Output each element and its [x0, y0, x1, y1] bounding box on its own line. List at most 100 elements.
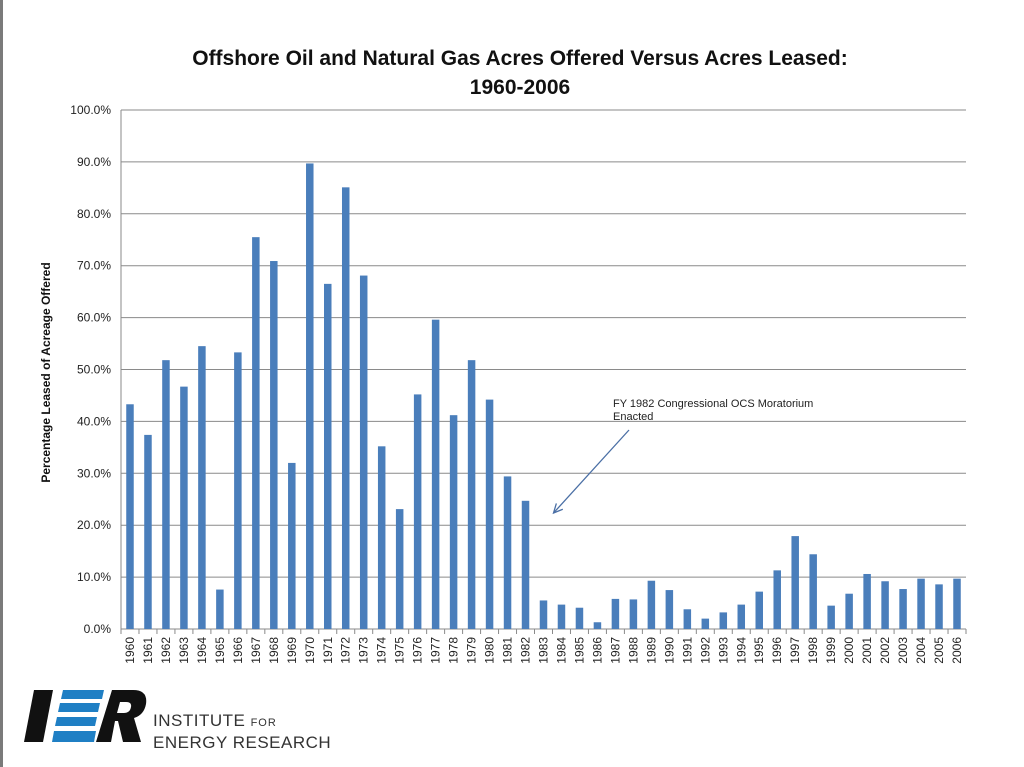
x-tick-label: 1997	[788, 637, 802, 664]
ier-logo-mark	[24, 690, 147, 742]
x-tick-label: 2002	[878, 637, 892, 664]
x-tick-label: 1991	[680, 637, 694, 664]
x-tick-label: 1977	[429, 637, 443, 664]
bar	[359, 275, 368, 629]
bar	[503, 476, 512, 629]
x-tick-label: 1962	[159, 637, 173, 664]
chart-title-line-2: 1960-2006	[469, 76, 571, 99]
x-tick-label: 1984	[554, 637, 568, 664]
y-tick-label: 0.0%	[84, 622, 112, 636]
annotation-arrowhead	[552, 503, 564, 515]
annotation-text: Enacted	[613, 411, 653, 423]
bar	[413, 394, 422, 629]
bar	[180, 386, 188, 629]
y-tick-label: 80.0%	[77, 207, 111, 221]
bar	[647, 580, 656, 629]
bar	[234, 352, 242, 629]
bar	[449, 415, 458, 629]
y-tick-label: 30.0%	[77, 466, 111, 480]
x-tick-label: 1978	[447, 637, 461, 664]
bar	[935, 584, 943, 629]
bar	[575, 607, 584, 629]
x-tick-label: 2001	[860, 637, 874, 664]
y-tick-label: 20.0%	[77, 518, 111, 532]
chart-title-line-1: Offshore Oil and Natural Gas Acres Offer…	[192, 47, 848, 70]
x-tick-label: 1999	[824, 637, 838, 664]
bar	[485, 399, 494, 629]
bar	[701, 618, 710, 629]
logo-line1-main: INSTITUTE	[153, 711, 246, 730]
x-tick-label: 1971	[321, 637, 335, 664]
bar	[665, 590, 674, 629]
x-tick-label: 1975	[393, 637, 407, 664]
bar	[521, 500, 530, 629]
bar	[467, 360, 476, 629]
bar	[306, 163, 314, 629]
y-tick-label: 90.0%	[77, 155, 111, 169]
y-axis-label: Percentage Leased of Acreage Offered	[39, 262, 53, 482]
bar	[288, 462, 296, 629]
ier-logo-text: INSTITUTE FOR ENERGY RESEARCH	[153, 711, 331, 752]
bar	[395, 509, 404, 629]
x-tick-label: 1998	[806, 637, 820, 664]
bar	[719, 612, 728, 629]
y-tick-label: 70.0%	[77, 259, 111, 273]
bar	[324, 283, 332, 629]
x-tick-label: 1993	[716, 637, 730, 664]
bar	[863, 573, 871, 629]
ier-logo	[24, 690, 147, 742]
bar	[953, 578, 961, 629]
bar	[827, 605, 835, 629]
bar	[683, 609, 692, 629]
bar	[917, 578, 925, 629]
x-tick-label: 1983	[537, 637, 551, 664]
logo-line2: ENERGY RESEARCH	[153, 733, 332, 752]
y-tick-label: 100.0%	[70, 103, 111, 117]
x-tick-label: 1968	[267, 637, 281, 664]
x-tick-label: 2006	[950, 637, 964, 664]
x-tick-label: 1980	[483, 637, 497, 664]
x-tick-label: 1979	[465, 637, 479, 664]
bar	[252, 237, 260, 629]
bar	[629, 599, 638, 629]
bar	[162, 360, 170, 629]
x-tick-label: 1960	[123, 637, 137, 664]
bar	[144, 434, 152, 629]
x-tick-label: 1988	[626, 637, 640, 664]
x-tick-label: 1970	[303, 637, 317, 664]
x-tick-label: 2004	[914, 637, 928, 664]
chart-title: Offshore Oil and Natural Gas Acres Offer…	[120, 44, 920, 102]
bar	[341, 187, 350, 629]
bar	[737, 604, 746, 629]
x-tick-label: 1973	[357, 637, 371, 664]
bar	[899, 589, 907, 629]
bar	[431, 319, 440, 629]
bar	[539, 600, 548, 629]
bar	[791, 536, 799, 629]
bar	[611, 598, 620, 629]
y-tick-label: 10.0%	[77, 570, 111, 584]
logo-line1-small: FOR	[250, 717, 277, 729]
x-tick-label: 1976	[411, 637, 425, 664]
x-tick-label: 1963	[177, 637, 191, 664]
bar	[270, 261, 278, 629]
x-tick-label: 1981	[501, 637, 515, 664]
x-tick-label: 2005	[932, 637, 946, 664]
x-tick-label: 2003	[896, 637, 910, 664]
y-tick-label: 60.0%	[77, 311, 111, 325]
bar	[809, 554, 817, 629]
x-tick-label: 1994	[734, 637, 748, 664]
x-tick-label: 1995	[752, 637, 766, 664]
x-tick-label: 1982	[519, 637, 533, 664]
x-tick-label: 1989	[644, 637, 658, 664]
bar	[557, 604, 566, 629]
y-tick-label: 40.0%	[77, 414, 111, 428]
x-tick-label: 1992	[698, 637, 712, 664]
x-tick-label: 1985	[572, 637, 586, 664]
bar	[773, 570, 781, 629]
x-tick-label: 1996	[770, 637, 784, 664]
x-tick-label: 1986	[590, 637, 604, 664]
x-tick-label: 1967	[249, 637, 263, 664]
x-tick-label: 1990	[662, 637, 676, 664]
